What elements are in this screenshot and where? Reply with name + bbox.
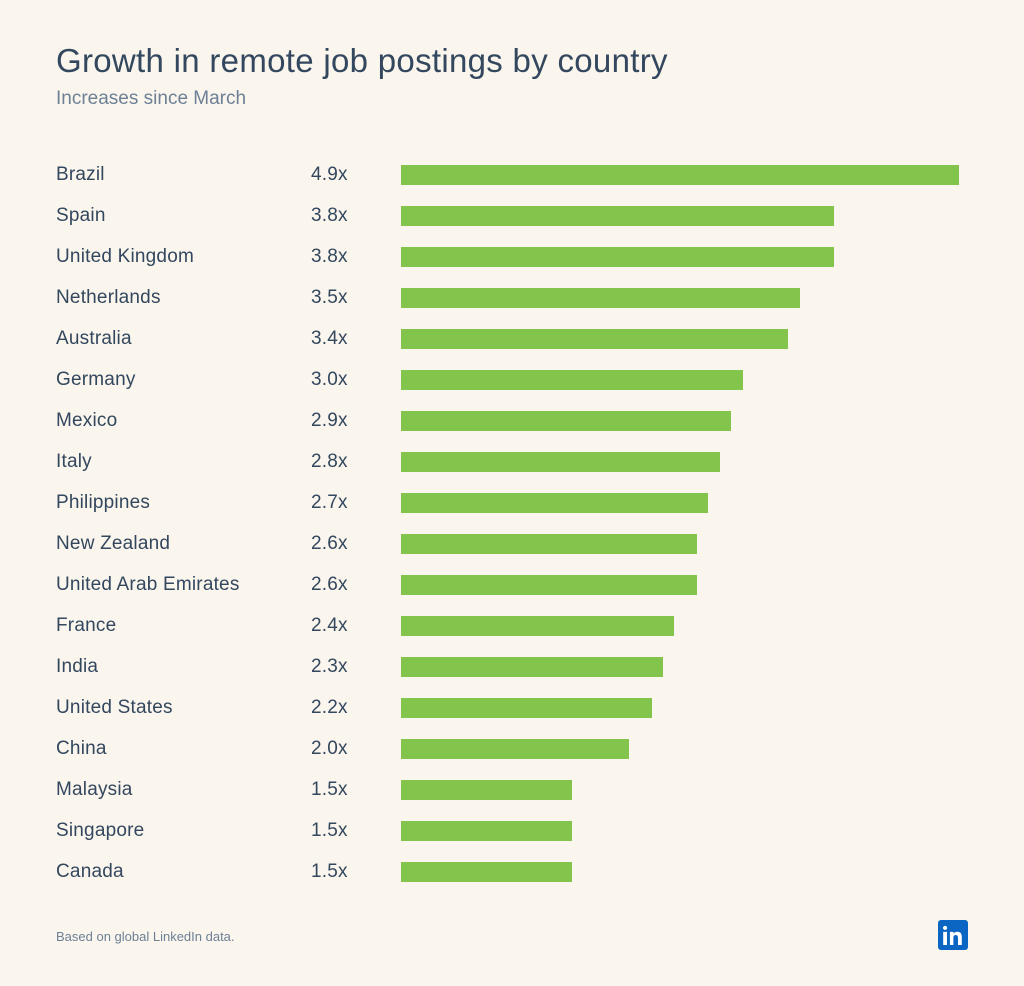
chart-row: Mexico2.9x [56,400,968,441]
chart-row: Netherlands3.5x [56,277,968,318]
value-label: 2.2x [311,697,401,719]
country-label: United Kingdom [56,246,311,268]
country-label: Malaysia [56,779,311,801]
country-label: Italy [56,451,311,473]
value-label: 2.9x [311,410,401,432]
value-label: 3.8x [311,246,401,268]
bar-track [401,534,968,554]
bar-track [401,493,968,513]
country-label: India [56,656,311,678]
value-label: 3.8x [311,205,401,227]
bar [401,698,652,718]
chart-container: Growth in remote job postings by country… [0,0,1024,986]
country-label: Germany [56,369,311,391]
bar [401,493,708,513]
value-label: 2.3x [311,656,401,678]
bar [401,247,834,267]
bar [401,739,629,759]
bar [401,452,720,472]
country-label: Spain [56,205,311,227]
value-label: 2.0x [311,738,401,760]
country-label: Philippines [56,492,311,514]
chart-row: United States2.2x [56,687,968,728]
bar-track [401,698,968,718]
chart-row: United Kingdom3.8x [56,236,968,277]
bar-track [401,370,968,390]
chart-row: Brazil4.9x [56,154,968,195]
chart-row: India2.3x [56,646,968,687]
country-label: Brazil [56,164,311,186]
value-label: 2.6x [311,533,401,555]
bar [401,329,788,349]
chart-row: Canada1.5x [56,851,968,892]
country-label: New Zealand [56,533,311,555]
bar [401,370,743,390]
value-label: 2.7x [311,492,401,514]
value-label: 4.9x [311,164,401,186]
bar [401,206,834,226]
value-label: 3.5x [311,287,401,309]
value-label: 3.4x [311,328,401,350]
value-label: 1.5x [311,861,401,883]
country-label: United States [56,697,311,719]
bar [401,616,674,636]
chart-rows: Brazil4.9xSpain3.8xUnited Kingdom3.8xNet… [56,154,968,892]
chart-row: Germany3.0x [56,359,968,400]
chart-row: United Arab Emirates2.6x [56,564,968,605]
chart-row: Italy2.8x [56,441,968,482]
bar-track [401,452,968,472]
country-label: United Arab Emirates [56,574,311,596]
value-label: 2.8x [311,451,401,473]
linkedin-logo-icon [938,920,968,950]
chart-row: China2.0x [56,728,968,769]
country-label: France [56,615,311,637]
country-label: Mexico [56,410,311,432]
value-label: 2.6x [311,574,401,596]
bar [401,657,663,677]
chart-row: France2.4x [56,605,968,646]
bar-track [401,616,968,636]
country-label: Canada [56,861,311,883]
bar-track [401,247,968,267]
bar [401,862,572,882]
bar-track [401,739,968,759]
bar [401,821,572,841]
chart-row: New Zealand2.6x [56,523,968,564]
bar-track [401,206,968,226]
bar-track [401,165,968,185]
chart-row: Australia3.4x [56,318,968,359]
country-label: China [56,738,311,760]
bar-track [401,411,968,431]
bar [401,575,697,595]
chart-row: Singapore1.5x [56,810,968,851]
country-label: Singapore [56,820,311,842]
chart-title: Growth in remote job postings by country [56,42,968,80]
chart-subtitle: Increases since March [56,88,968,110]
bar-track [401,657,968,677]
bar-track [401,288,968,308]
bar-track [401,821,968,841]
chart-row: Malaysia1.5x [56,769,968,810]
bar-track [401,575,968,595]
value-label: 1.5x [311,779,401,801]
bar [401,534,697,554]
bar [401,165,959,185]
bar-track [401,862,968,882]
country-label: Netherlands [56,287,311,309]
value-label: 2.4x [311,615,401,637]
chart-row: Philippines2.7x [56,482,968,523]
chart-row: Spain3.8x [56,195,968,236]
bar-track [401,780,968,800]
bar [401,411,731,431]
bar [401,780,572,800]
value-label: 1.5x [311,820,401,842]
chart-footnote: Based on global LinkedIn data. [56,929,235,944]
country-label: Australia [56,328,311,350]
value-label: 3.0x [311,369,401,391]
bar-track [401,329,968,349]
bar [401,288,800,308]
